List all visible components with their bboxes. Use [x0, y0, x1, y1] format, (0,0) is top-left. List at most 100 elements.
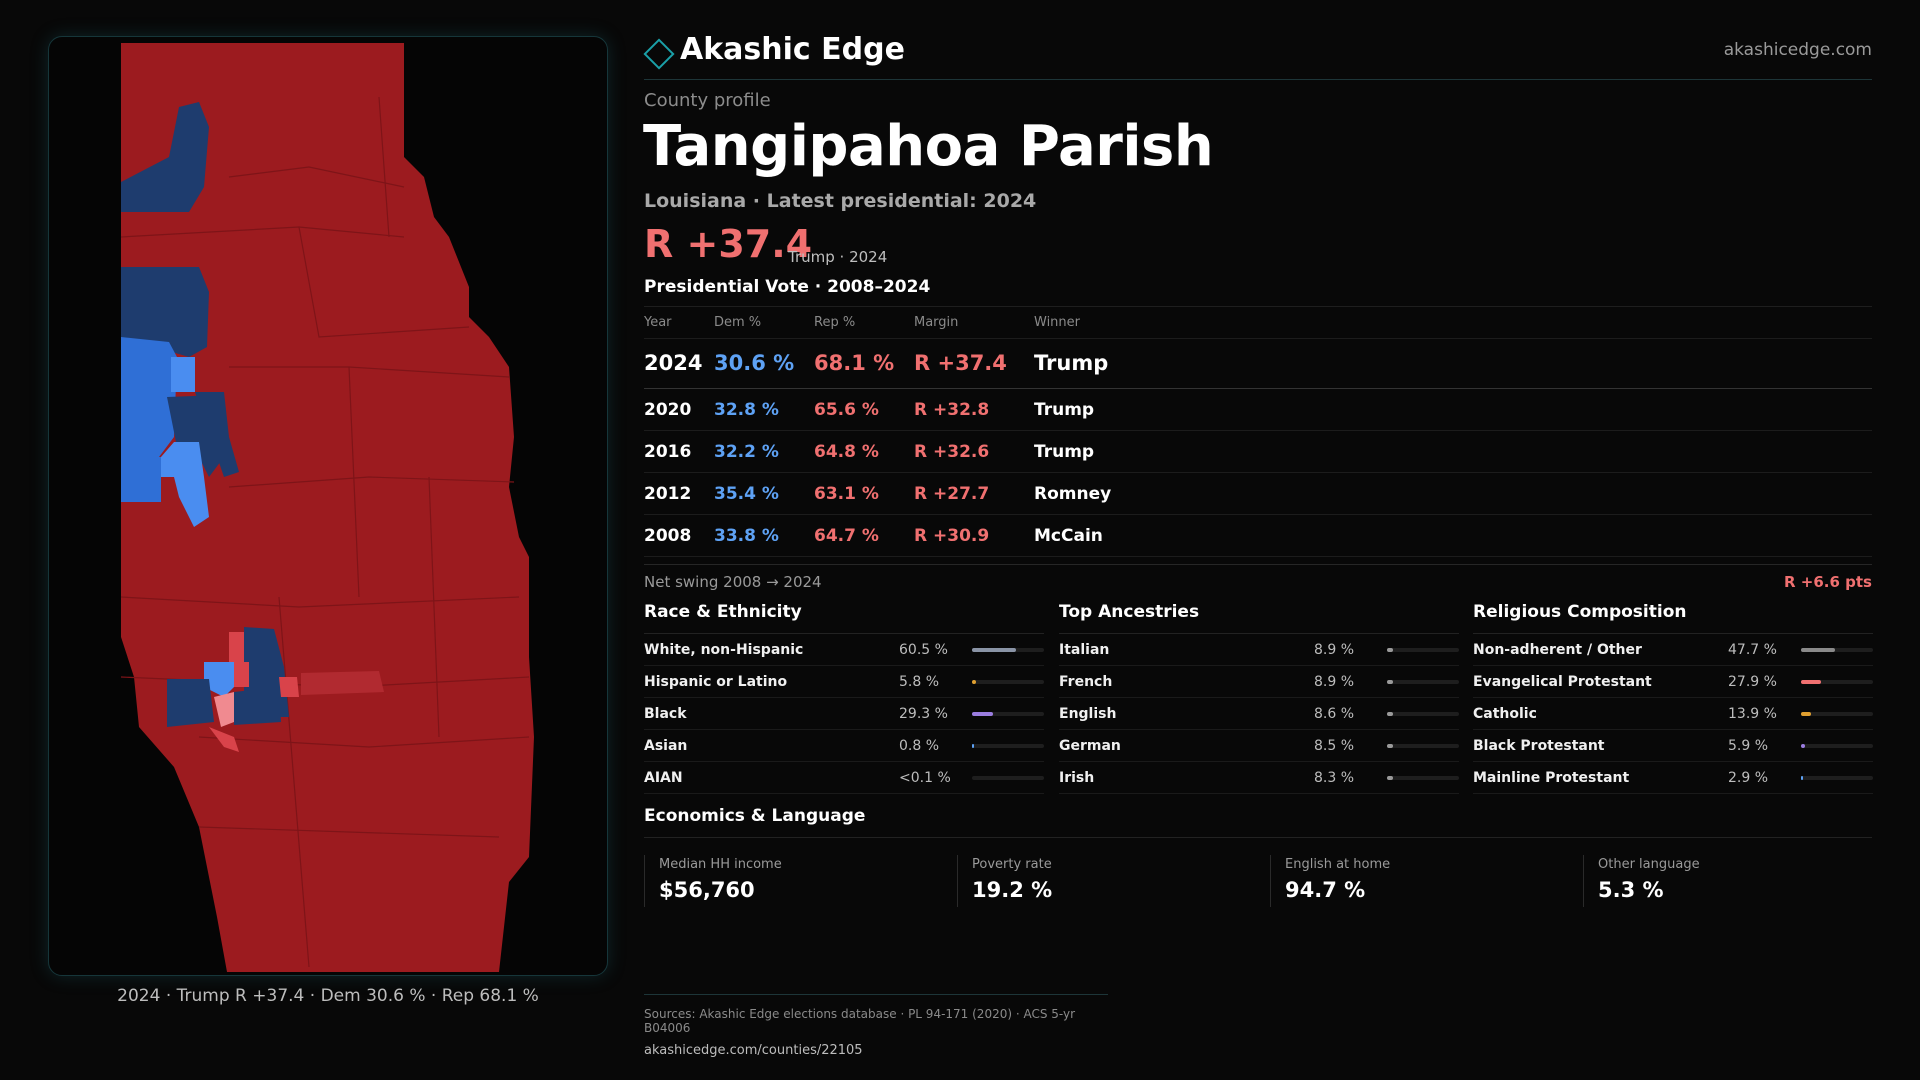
- cell-dem: 32.2 %: [714, 442, 779, 462]
- map-precinct-rep[interactable]: [301, 671, 384, 695]
- bar-fill: [1801, 744, 1806, 748]
- bar-fill: [1387, 744, 1394, 748]
- econ-label: English at home: [1285, 857, 1391, 872]
- map-precinct-dem[interactable]: [121, 267, 209, 357]
- vote-section-title: Presidential Vote · 2008–2024: [644, 277, 931, 297]
- bar-track: [972, 648, 1044, 652]
- econ-label: Poverty rate: [972, 857, 1052, 872]
- list-item: Irish 8.3 %: [1059, 762, 1459, 794]
- cell-year: 2024: [644, 351, 703, 375]
- item-label: Asian: [644, 738, 688, 754]
- econ-label: Other language: [1598, 857, 1700, 872]
- map-precinct-dem[interactable]: [171, 357, 195, 392]
- bar-track: [1801, 680, 1873, 684]
- map-precinct-dem[interactable]: [167, 679, 214, 727]
- map-precinct-dem[interactable]: [161, 442, 209, 527]
- list-item: Catholic 13.9 %: [1473, 698, 1873, 730]
- bar-track: [1801, 648, 1873, 652]
- bar-fill: [1801, 776, 1804, 780]
- item-label: French: [1059, 674, 1113, 690]
- map-precinct-dem[interactable]: [234, 687, 281, 725]
- item-label: Mainline Protestant: [1473, 770, 1630, 786]
- map-precinct-rep[interactable]: [234, 662, 249, 687]
- map-precinct-dem[interactable]: [204, 662, 234, 697]
- bar-fill: [972, 712, 994, 716]
- col-header-dem: Dem %: [714, 315, 762, 330]
- bar-track: [972, 744, 1044, 748]
- cell-dem: 30.6 %: [714, 351, 795, 375]
- map-precinct-rep[interactable]: [214, 692, 234, 727]
- item-value: 27.9 %: [1728, 674, 1777, 690]
- item-label: Black Protestant: [1473, 738, 1605, 754]
- footer: Sources: Akashic Edge elections database…: [644, 994, 1108, 1058]
- bar-fill: [1387, 776, 1393, 780]
- bar-fill: [972, 648, 1016, 652]
- cell-rep: 65.6 %: [814, 400, 879, 420]
- map-precinct-dem[interactable]: [121, 102, 209, 212]
- site-link[interactable]: akashicedge.com: [1723, 40, 1872, 60]
- cell-winner: Trump: [1034, 351, 1109, 375]
- page-title: Tangipahoa Parish: [643, 114, 1214, 179]
- cell-winner: Romney: [1034, 484, 1112, 504]
- item-value: 8.6 %: [1314, 706, 1355, 722]
- econ-poverty-rate: Poverty rate 19.2 %: [957, 855, 1247, 907]
- item-value: 8.9 %: [1314, 674, 1355, 690]
- item-label: AIAN: [644, 770, 683, 786]
- list-item: German 8.5 %: [1059, 730, 1459, 762]
- bar-fill: [972, 744, 975, 748]
- map-precinct-dem[interactable]: [121, 337, 177, 457]
- headline-margin: R +37.4: [644, 222, 813, 266]
- bar-track: [1387, 712, 1459, 716]
- cell-rep: 68.1 %: [814, 351, 895, 375]
- col-header-margin: Margin: [914, 315, 959, 330]
- map-precinct-rep[interactable]: [209, 727, 239, 752]
- bar-fill: [1801, 712, 1811, 716]
- map-precinct-rep[interactable]: [279, 677, 299, 697]
- net-swing-value: R +6.6 pts: [1784, 573, 1872, 591]
- table-row: 2008 33.8 % 64.7 % R +30.9 McCain: [644, 515, 1872, 557]
- cell-margin: R +32.8: [914, 400, 990, 420]
- econ-value: $56,760: [659, 878, 755, 902]
- map-precinct-dem[interactable]: [195, 392, 239, 477]
- footer-url[interactable]: akashicedge.com/counties/22105: [644, 1043, 863, 1058]
- list-item: Non-adherent / Other 47.7 %: [1473, 634, 1873, 666]
- item-value: <0.1 %: [899, 770, 951, 786]
- religion-title: Religious Composition: [1473, 600, 1873, 634]
- net-swing-row: Net swing 2008 → 2024 R +6.6 pts: [644, 564, 1872, 596]
- econ-english-at-home: English at home 94.7 %: [1270, 855, 1560, 907]
- cell-margin: R +37.4: [914, 351, 1007, 375]
- item-label: Irish: [1059, 770, 1095, 786]
- item-label: Catholic: [1473, 706, 1537, 722]
- bar-fill: [1801, 680, 1822, 684]
- page-kicker: County profile: [644, 90, 771, 111]
- item-value: 2.9 %: [1728, 770, 1769, 786]
- item-label: White, non-Hispanic: [644, 642, 804, 658]
- item-label: Evangelical Protestant: [1473, 674, 1652, 690]
- table-row: 2020 32.8 % 65.6 % R +32.8 Trump: [644, 389, 1872, 431]
- precinct-map-svg[interactable]: [49, 37, 608, 976]
- item-value: 29.3 %: [899, 706, 948, 722]
- list-item: White, non-Hispanic 60.5 %: [644, 634, 1044, 666]
- econ-other-language: Other language 5.3 %: [1583, 855, 1873, 907]
- item-label: Hispanic or Latino: [644, 674, 788, 690]
- map-precinct-dem[interactable]: [121, 457, 161, 502]
- bar-track: [972, 776, 1044, 780]
- item-value: 5.9 %: [1728, 738, 1769, 754]
- map-precinct-rep[interactable]: [229, 632, 244, 662]
- bar-track: [1387, 776, 1459, 780]
- item-value: 8.9 %: [1314, 642, 1355, 658]
- precinct-map[interactable]: [48, 36, 608, 976]
- bar-track: [1387, 680, 1459, 684]
- brand-name[interactable]: Akashic Edge: [680, 32, 905, 67]
- item-label: Non-adherent / Other: [1473, 642, 1642, 658]
- item-value: 5.8 %: [899, 674, 940, 690]
- cell-winner: McCain: [1034, 526, 1103, 546]
- net-swing-label: Net swing 2008 → 2024: [644, 573, 822, 591]
- col-header-winner: Winner: [1034, 315, 1081, 330]
- bar-fill: [1387, 712, 1394, 716]
- race-ethnicity-title: Race & Ethnicity: [644, 600, 1044, 634]
- bar-track: [1387, 744, 1459, 748]
- cell-winner: Trump: [1034, 400, 1095, 420]
- table-row: 2024 30.6 % 68.1 % R +37.4 Trump: [644, 339, 1872, 389]
- item-label: German: [1059, 738, 1121, 754]
